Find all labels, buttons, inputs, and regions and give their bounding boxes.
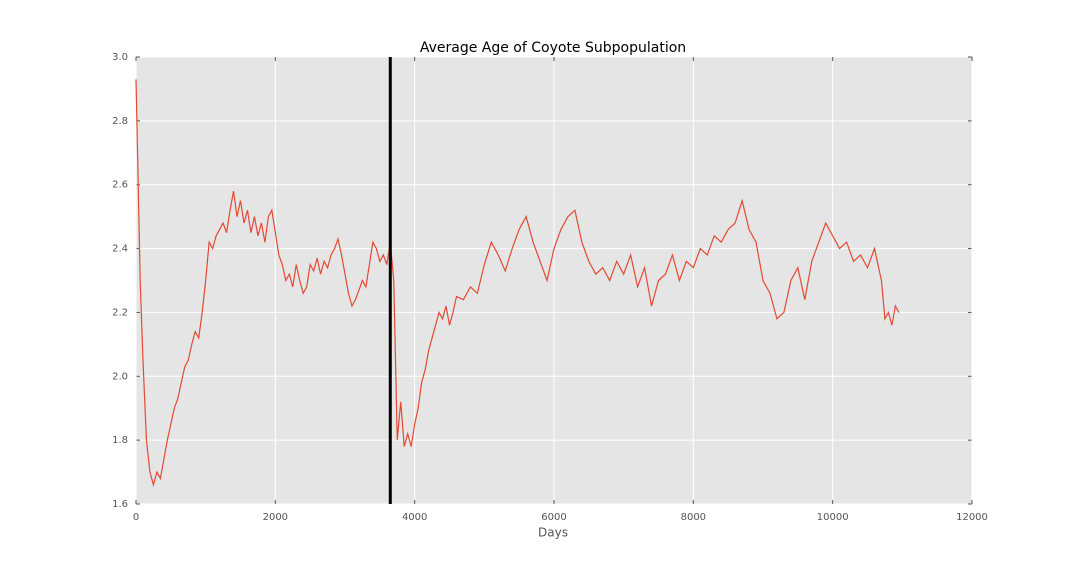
data-line (135, 79, 900, 488)
x-tick-label: 6000 (541, 512, 566, 523)
y-tick-label: 2.2 (112, 307, 128, 318)
y-tick-label: 2.4 (112, 244, 128, 255)
x-tick-label: 8000 (681, 512, 706, 523)
y-tick-label: 3.0 (112, 52, 128, 63)
chart-title: Average Age of Coyote Subpopulation (420, 40, 686, 56)
x-tick-label: 10000 (817, 512, 849, 523)
x-tick-label: 4000 (402, 512, 427, 523)
x-tick-label: 0 (133, 512, 139, 523)
y-tick-label: 2.8 (112, 116, 128, 127)
y-tick-label: 1.8 (112, 435, 128, 446)
y-tick-label: 2.0 (112, 371, 128, 382)
x-axis-label: Days (538, 526, 568, 540)
x-tick-label: 12000 (956, 512, 988, 523)
x-tick-label: 2000 (263, 512, 288, 523)
y-tick-label: 1.6 (112, 499, 128, 510)
y-tick-label: 2.6 (112, 180, 128, 191)
